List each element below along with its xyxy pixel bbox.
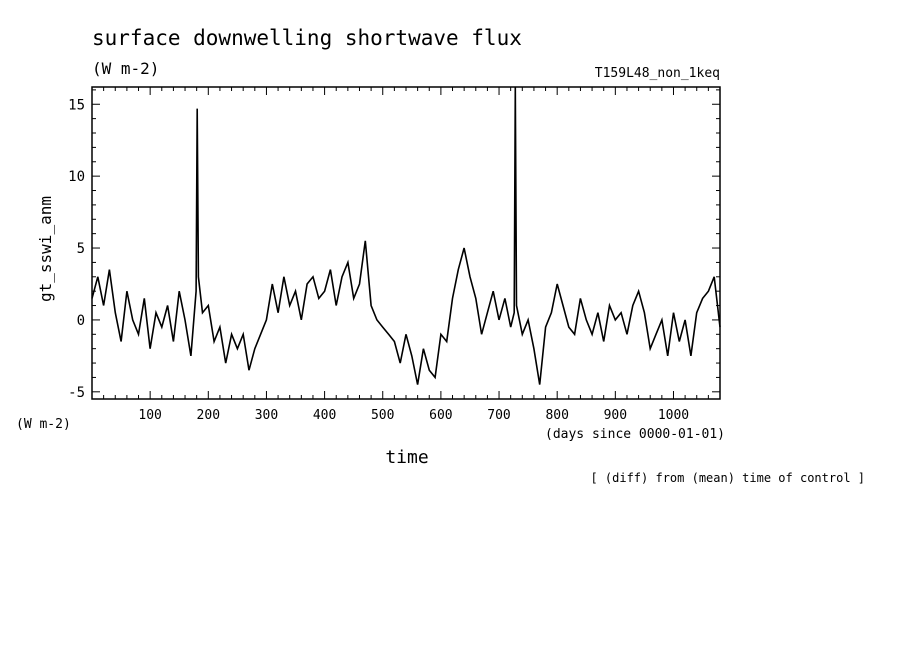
x-tick-label: 300 — [255, 408, 278, 423]
chart-title: surface downwelling shortwave flux — [92, 26, 522, 50]
run-label: T159L48_non_1keq — [595, 66, 720, 81]
x-tick-label: 900 — [604, 408, 627, 423]
x-axis-label: time — [385, 447, 428, 468]
x-tick-label: 500 — [371, 408, 394, 423]
x-tick-label: 100 — [138, 408, 161, 423]
y-tick-label: 10 — [68, 169, 85, 185]
axis-ticks: 100 200 300 400 500 600 700 800 900 1000 -5 0 5 10 15 — [68, 87, 720, 423]
series-line — [91, 86, 721, 385]
y-tick-label: 0 — [77, 313, 85, 329]
plot-frame — [91, 86, 721, 400]
x-tick-label: 600 — [429, 408, 452, 423]
x-tick-label: 1000 — [658, 408, 689, 423]
x-tick-label: 800 — [545, 408, 568, 423]
chart-subtitle: (W m-2) — [92, 59, 159, 78]
y-tick-label: 5 — [77, 241, 85, 257]
y-axis-label: gt_sswi_anm — [36, 196, 55, 302]
footnote: [ (diff) from (mean) time of control ] — [590, 471, 865, 485]
y-tick-label: -5 — [68, 385, 85, 401]
x-tick-label: 400 — [313, 408, 336, 423]
x-tick-label: 700 — [487, 408, 510, 423]
y-units-label: (W m-2) — [16, 417, 71, 432]
y-tick-label: 15 — [68, 97, 85, 113]
x-tick-label: 200 — [197, 408, 220, 423]
plot-area — [91, 86, 721, 385]
x-units-label: (days since 0000-01-01) — [545, 427, 725, 442]
